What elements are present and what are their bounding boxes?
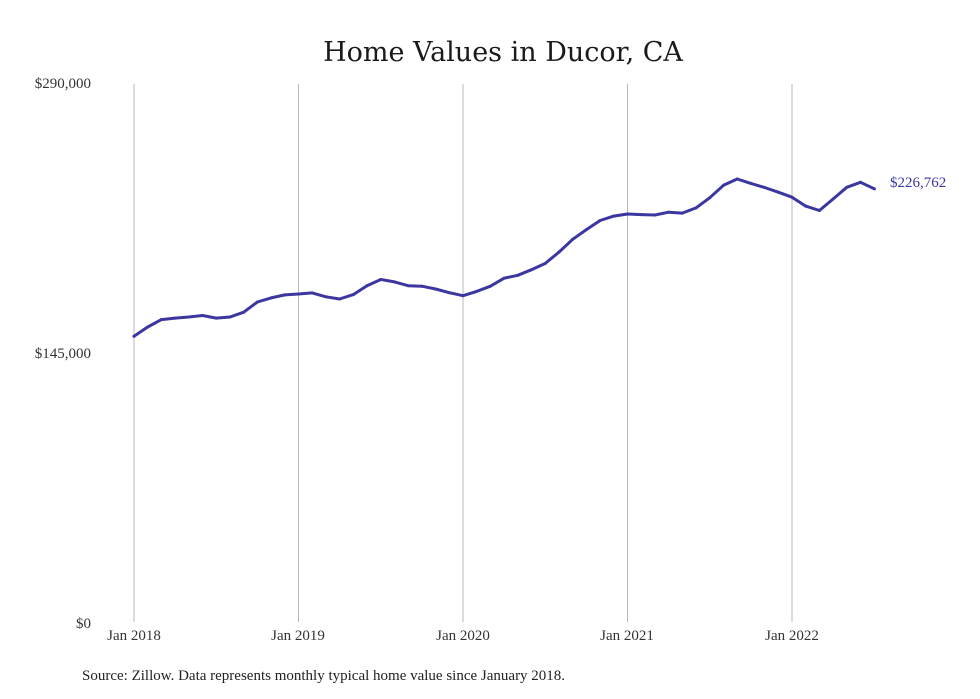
data-point-2022-02 [804, 204, 808, 208]
data-point-2021-01 [626, 212, 629, 216]
data-point-2019-08 [393, 280, 396, 284]
data-point-2020-06 [530, 268, 533, 272]
data-point-2019-01 [297, 292, 300, 296]
y-tick-label-290000: $290,000 [35, 76, 91, 92]
data-point-2018-10 [255, 300, 259, 304]
data-point-2019-07 [379, 278, 383, 281]
source-note: Source: Zillow. Data represents monthly … [82, 668, 566, 684]
data-point-2019-10 [420, 284, 424, 288]
data-point-2019-03 [324, 295, 328, 299]
x-tick-label-2018: Jan 2018 [107, 628, 161, 644]
data-point-2021-09 [735, 177, 739, 181]
data-point-2021-08 [722, 183, 725, 187]
gridlines [133, 84, 793, 622]
data-point-2021-10 [749, 181, 753, 185]
data-point-2021-04 [667, 210, 671, 214]
data-point-2021-02 [639, 213, 643, 217]
data-point-2020-05 [516, 273, 520, 277]
data-point-2022-04 [831, 197, 835, 201]
data-point-2019-06 [365, 284, 369, 288]
data-point-2019-09 [406, 284, 410, 288]
data-point-2020-11 [598, 219, 602, 222]
x-tick-label-2020: Jan 2020 [436, 628, 490, 644]
data-point-2019-04 [338, 297, 342, 301]
data-point-2020-03 [488, 284, 492, 288]
data-point-2021-12 [776, 190, 780, 194]
data-point-2018-09 [242, 310, 246, 314]
data-point-2021-07 [708, 196, 712, 200]
data-point-2020-02 [475, 289, 479, 293]
data-point-2018-08 [228, 315, 232, 319]
data-point-2018-07 [214, 316, 218, 320]
data-point-2020-09 [571, 237, 575, 241]
data-point-2022-03 [817, 209, 821, 212]
data-point-2020-12 [612, 214, 616, 218]
data-point-2019-12 [447, 291, 451, 295]
data-point-2020-07 [543, 261, 547, 265]
x-tick-label-2019: Jan 2019 [271, 628, 325, 644]
data-point-2022-01 [790, 195, 794, 199]
data-point-2022-07 [872, 187, 876, 191]
data-point-2020-04 [502, 276, 506, 280]
data-point-2018-03 [159, 318, 163, 322]
data-point-2018-12 [283, 293, 287, 297]
data-point-2020-10 [584, 228, 588, 232]
data-point-2022-06 [859, 180, 862, 184]
data-point-2021-11 [763, 186, 767, 189]
data-point-2018-01 [132, 334, 136, 338]
x-tick-label-2021: Jan 2021 [600, 628, 654, 644]
data-point-2018-04 [173, 316, 177, 320]
data-point-2021-06 [694, 206, 698, 210]
data-point-2022-05 [845, 185, 849, 189]
chart-title: Home Values in Ducor, CA [323, 37, 683, 68]
data-point-2018-06 [201, 314, 204, 317]
end-value-label: $226,762 [890, 175, 946, 191]
data-point-2018-05 [187, 315, 191, 319]
data-point-2018-02 [146, 325, 150, 329]
data-point-2019-05 [351, 293, 355, 297]
data-point-2020-08 [557, 250, 561, 254]
y-tick-label-145000: $145,000 [35, 346, 91, 362]
data-point-2019-02 [310, 291, 314, 295]
data-point-2019-11 [434, 287, 438, 291]
data-point-2021-05 [680, 211, 684, 215]
y-tick-label-0: $0 [76, 616, 91, 632]
data-point-2020-01 [461, 294, 465, 298]
x-tick-label-2022: Jan 2022 [765, 628, 819, 644]
data-points [132, 177, 876, 338]
data-point-2021-03 [653, 213, 657, 217]
data-point-2018-11 [269, 296, 273, 300]
